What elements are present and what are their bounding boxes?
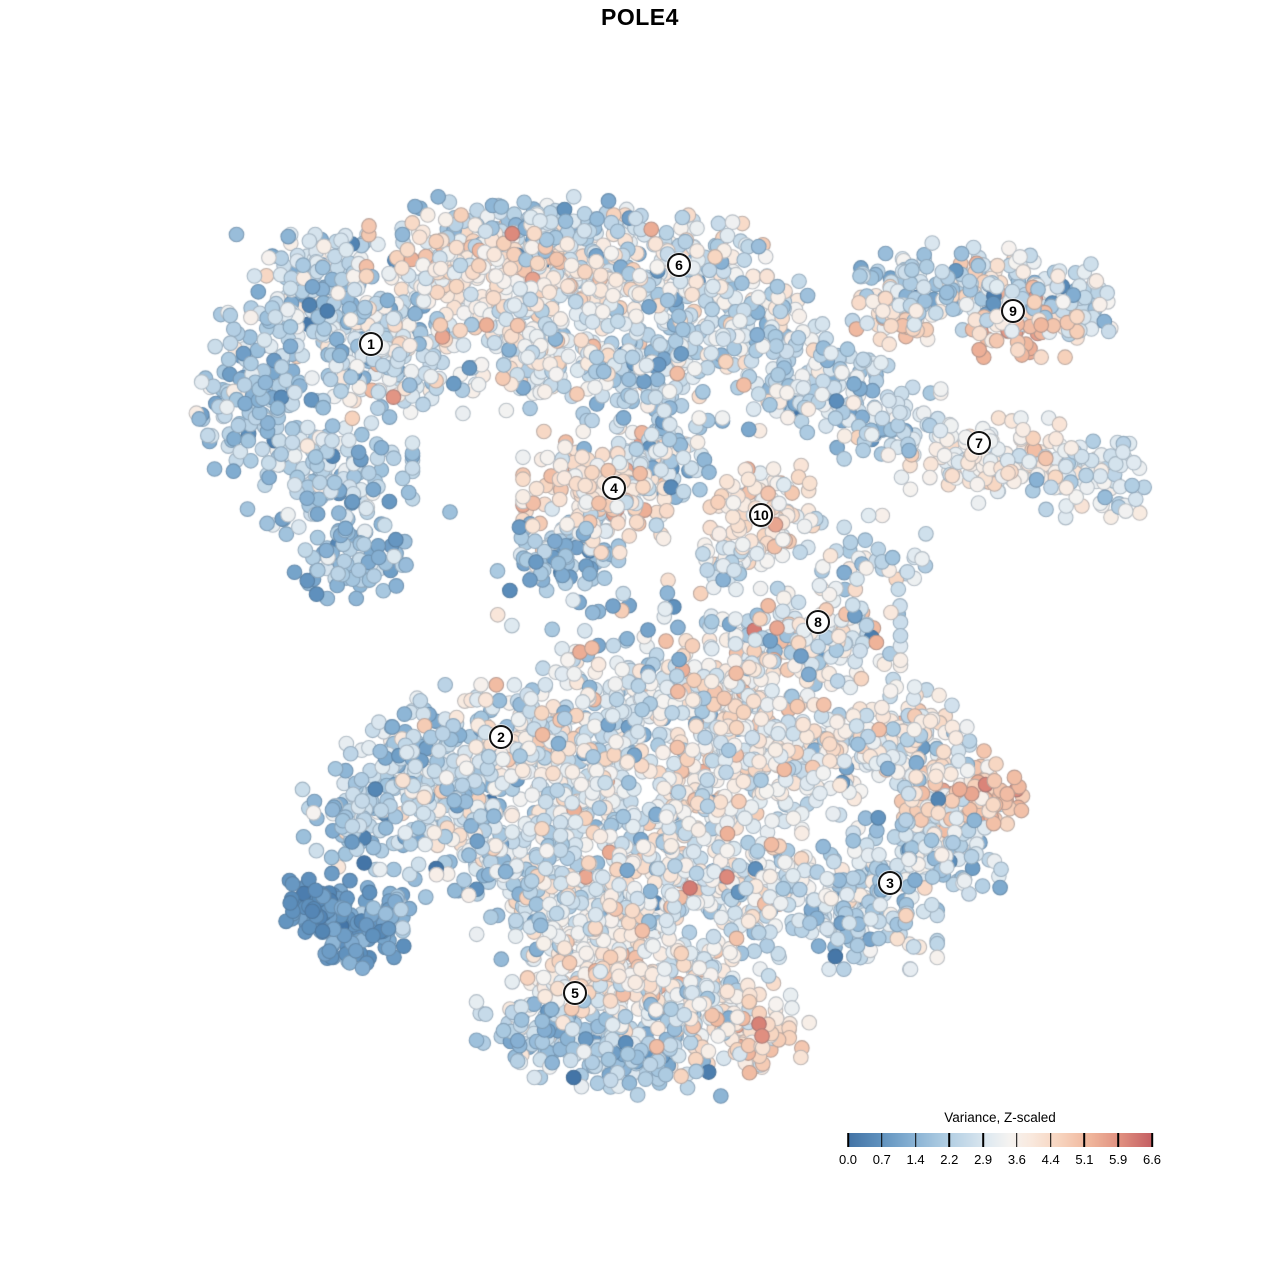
colorbar-legend: Variance, Z-scaled 0.0 0.7 1.4 2.2 2.9 3.6 4.4… (839, 1110, 1161, 1172)
legend-tick-label: 6.6 (1142, 1152, 1162, 1167)
colorbar-tickmark (1016, 1133, 1018, 1147)
legend-tick-label: 5.1 (1075, 1152, 1094, 1167)
legend-title: Variance, Z-scaled (944, 1110, 1056, 1125)
colorbar-tickmark (1117, 1133, 1120, 1147)
colorbar-gradient (847, 1133, 1153, 1147)
colorbar-tickmark (914, 1133, 917, 1147)
colorbar-tick-labels: 0.0 0.7 1.4 2.2 2.9 3.6 4.4 5.1 5.9 6.6 (839, 1152, 1161, 1168)
colorbar-tickmark (880, 1133, 883, 1147)
cluster-label-9: 9 (1001, 299, 1025, 323)
legend-tick-label: 3.6 (1007, 1152, 1026, 1167)
colorbar-tickmark (1083, 1133, 1086, 1147)
cluster-label-5: 5 (563, 981, 587, 1005)
legend-tick-label: 4.4 (1041, 1152, 1060, 1167)
colorbar-tickmark (1049, 1133, 1052, 1147)
cluster-label-8: 8 (806, 610, 830, 634)
cluster-label-6: 6 (667, 253, 691, 277)
cluster-label-7: 7 (967, 431, 991, 455)
colorbar-tickmark (982, 1133, 984, 1147)
legend-tick-label: 2.9 (974, 1152, 993, 1167)
cluster-label-4: 4 (602, 476, 626, 500)
cluster-label-1: 1 (359, 332, 383, 356)
colorbar-tickmark (948, 1133, 951, 1147)
colorbar-tickmark (847, 1133, 849, 1147)
cluster-label-2: 2 (489, 725, 513, 749)
legend-tick-label: 1.4 (906, 1152, 925, 1167)
cluster-label-3: 3 (878, 871, 902, 895)
legend-tick-label: 5.9 (1109, 1152, 1128, 1167)
cluster-label-10: 10 (749, 503, 773, 527)
legend-tick-label: 2.2 (940, 1152, 959, 1167)
colorbar-tickmark (1151, 1133, 1153, 1147)
legend-tick-label: 0.0 (838, 1152, 858, 1167)
legend-tick-label: 0.7 (872, 1152, 891, 1167)
